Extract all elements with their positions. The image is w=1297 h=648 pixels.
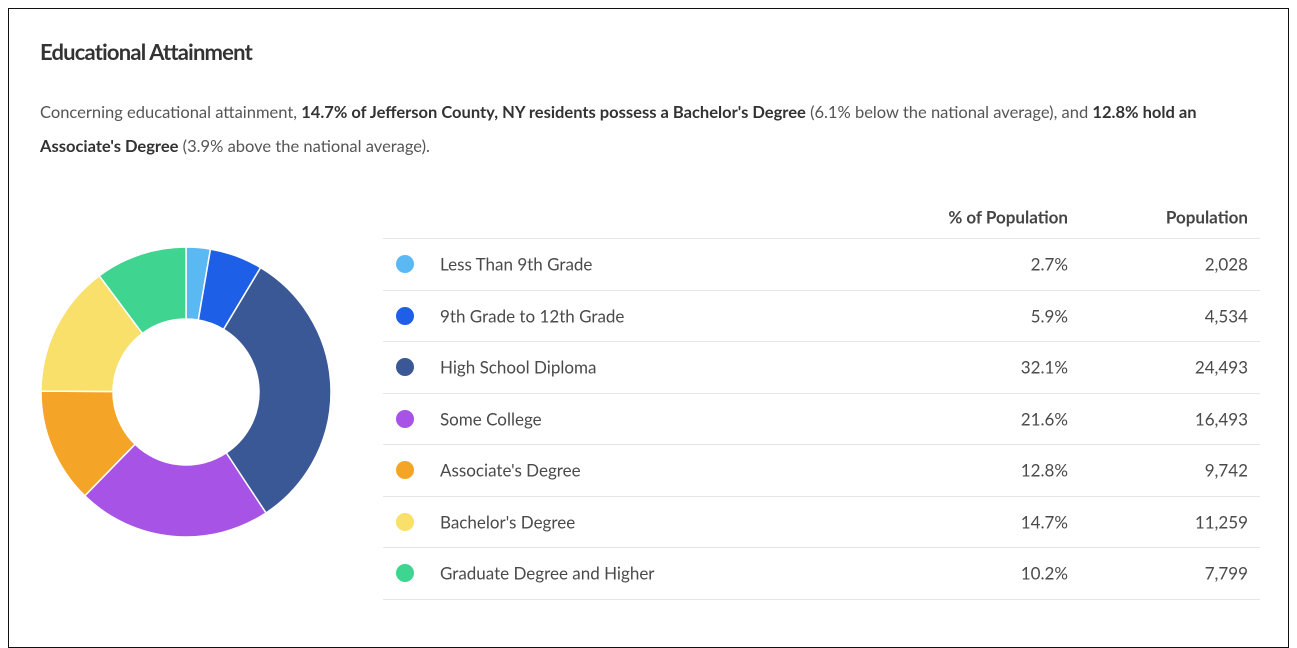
legend-dot xyxy=(396,461,414,480)
section-title: Educational Attainment xyxy=(40,38,253,65)
donut-segment xyxy=(98,246,187,335)
legend-dot xyxy=(396,564,414,583)
table-row: Some College 21.6% 16,493 xyxy=(383,394,1260,445)
pct-value: 12.8% xyxy=(1020,459,1068,481)
table-header: % of Population Population xyxy=(383,196,1260,239)
description-text: Concerning educational attainment, xyxy=(40,102,302,122)
category-label: Graduate Degree and Higher xyxy=(440,562,655,584)
population-value: 4,534 xyxy=(1204,305,1248,327)
category-label: Bachelor's Degree xyxy=(440,511,576,533)
description-text: (3.9% above the national average). xyxy=(178,136,430,156)
legend-dot xyxy=(396,409,414,428)
category-label: Less Than 9th Grade xyxy=(440,253,593,275)
donut-segment xyxy=(83,443,268,538)
page: Educational Attainment Concerning educat… xyxy=(8,8,1289,648)
population-value: 16,493 xyxy=(1194,408,1248,430)
donut-chart xyxy=(40,246,332,538)
pct-value: 10.2% xyxy=(1020,562,1068,584)
population-header: Population xyxy=(1165,206,1248,228)
legend-dot xyxy=(396,306,414,325)
category-label: Associate's Degree xyxy=(440,459,581,481)
description-text: (6.1% below the national average), and xyxy=(805,102,1093,122)
pct-value: 21.6% xyxy=(1020,408,1068,430)
category-label: High School Diploma xyxy=(440,356,597,378)
table-row: Bachelor's Degree 14.7% 11,259 xyxy=(383,497,1260,548)
description: Concerning educational attainment, 14.7%… xyxy=(40,95,1250,163)
population-value: 9,742 xyxy=(1204,459,1248,481)
population-value: 2,028 xyxy=(1204,253,1248,275)
pct-value: 32.1% xyxy=(1020,356,1068,378)
table-row: High School Diploma 32.1% 24,493 xyxy=(383,342,1260,394)
donut-segment xyxy=(222,266,332,514)
pct-header: % of Population xyxy=(948,206,1068,228)
legend-dot xyxy=(396,358,414,377)
pct-value: 5.9% xyxy=(1030,305,1068,327)
description-text: 14.7% of Jefferson County, NY residents … xyxy=(301,102,806,122)
table-row: Graduate Degree and Higher 10.2% 7,799 xyxy=(383,548,1260,600)
pct-value: 2.7% xyxy=(1030,253,1068,275)
pct-value: 14.7% xyxy=(1020,511,1068,533)
legend-dot xyxy=(396,512,414,531)
table-row: 9th Grade to 12th Grade 5.9% 4,534 xyxy=(383,291,1260,342)
attainment-table: % of Population Population Less Than 9th… xyxy=(383,196,1260,600)
population-value: 7,799 xyxy=(1204,562,1248,584)
legend-dot xyxy=(396,255,414,274)
table-row: Associate's Degree 12.8% 9,742 xyxy=(383,445,1260,497)
category-label: 9th Grade to 12th Grade xyxy=(440,305,625,327)
population-value: 24,493 xyxy=(1194,356,1248,378)
population-value: 11,259 xyxy=(1194,511,1248,533)
category-label: Some College xyxy=(440,408,542,430)
description-text: 12.8% hold an Associate's Degree xyxy=(40,102,1197,156)
table-row: Less Than 9th Grade 2.7% 2,028 xyxy=(383,239,1260,291)
